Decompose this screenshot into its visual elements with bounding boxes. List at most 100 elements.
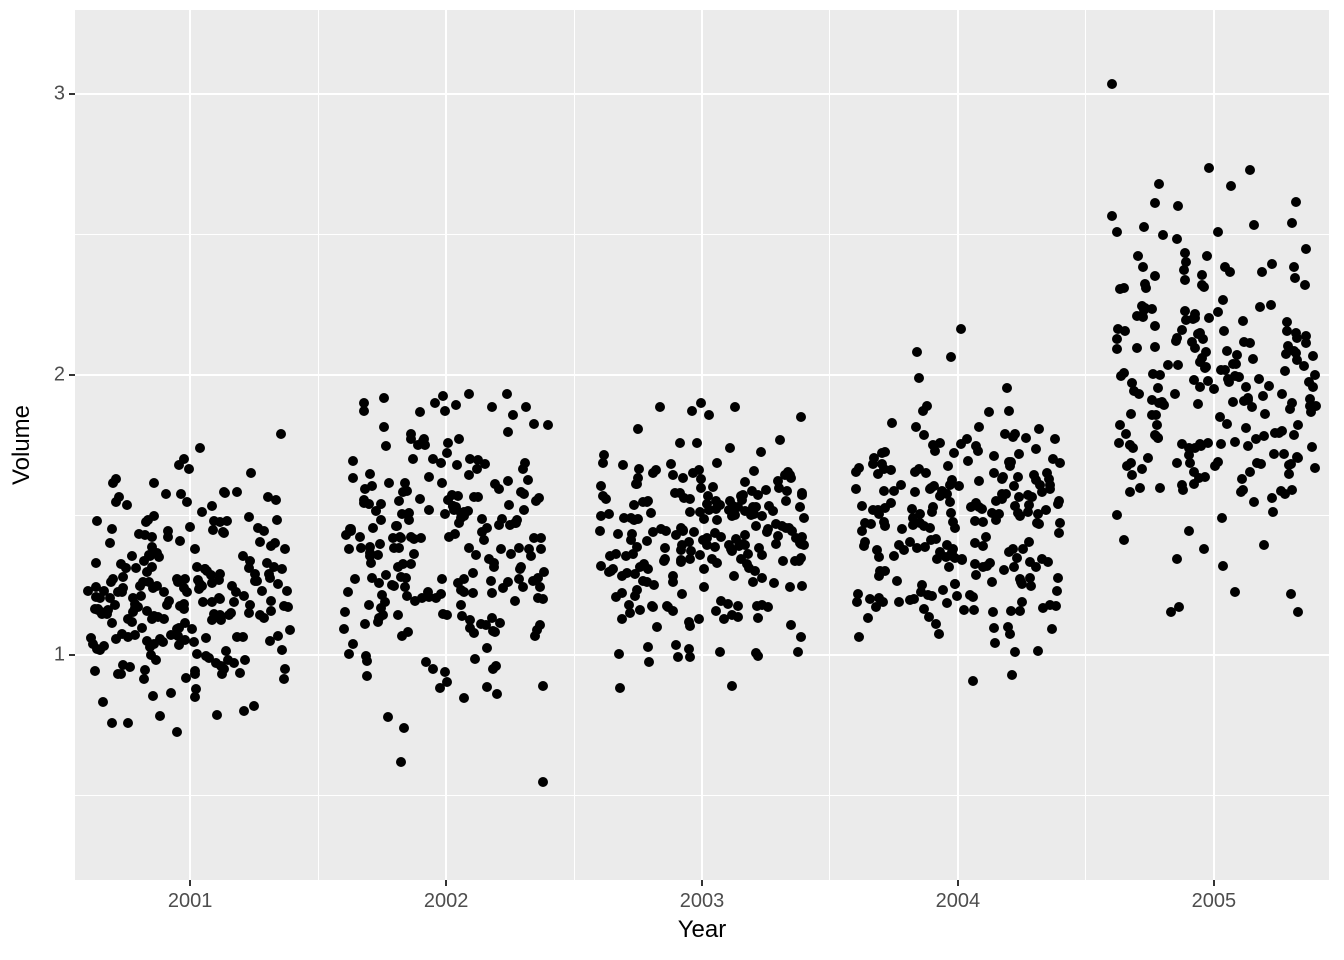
data-point [176,489,186,499]
data-point [482,682,492,692]
data-point [534,493,544,503]
data-point [970,516,980,526]
data-point [1166,607,1176,617]
data-point [1141,283,1151,293]
data-point [503,476,513,486]
data-point [952,591,962,601]
data-point [922,401,932,411]
data-point [651,465,661,475]
data-point [797,490,807,500]
data-point [250,569,260,579]
data-point [424,505,434,515]
x-tick-mark [189,880,191,886]
data-point [118,572,128,582]
data-point [1125,440,1135,450]
data-point [367,481,377,491]
data-point [619,513,629,523]
data-point [1202,251,1212,261]
data-point [147,542,157,552]
data-point [679,493,689,503]
data-point [122,500,132,510]
data-point [635,562,645,572]
data-point [761,485,771,495]
data-point [182,587,192,597]
data-point [1283,341,1293,351]
data-point [1286,589,1296,599]
data-point [1284,469,1294,479]
data-point [1305,401,1315,411]
data-point [1172,234,1182,244]
data-point [1259,431,1269,441]
data-point [879,486,889,496]
data-point [1026,581,1036,591]
data-point [192,649,202,659]
x-tick-mark [701,880,703,886]
data-point [799,540,809,550]
data-point [1256,459,1266,469]
data-point [1301,331,1311,341]
data-point [508,410,518,420]
data-point [872,545,882,555]
data-point [1245,165,1255,175]
data-point [1177,325,1187,335]
data-point [1218,561,1228,571]
data-point [279,674,289,684]
data-point [1033,509,1043,519]
data-point [192,562,202,572]
data-point [863,613,873,623]
data-point [763,602,773,612]
data-point [1287,218,1297,228]
data-point [1274,428,1284,438]
data-point [1209,384,1219,394]
data-point [1204,313,1214,323]
data-point [190,666,200,676]
data-point [702,499,712,509]
data-point [376,499,386,509]
data-point [959,605,969,615]
data-point [1150,321,1160,331]
data-point [1033,646,1043,656]
data-point [436,589,446,599]
data-point [106,577,116,587]
data-point [673,652,683,662]
data-point [415,494,425,504]
data-point [1132,343,1142,353]
data-point [887,418,897,428]
data-point [1249,497,1259,507]
data-point [1188,314,1198,324]
data-point [1010,501,1020,511]
data-point [536,544,546,554]
data-point [685,652,695,662]
grid-major-h [75,93,1329,95]
data-point [468,568,478,578]
data-point [272,515,282,525]
data-point [366,558,376,568]
data-point [660,554,670,564]
data-point [409,549,419,559]
data-point [1234,372,1244,382]
data-point [989,468,999,478]
data-point [912,347,922,357]
grid-minor-v [829,10,830,880]
data-point [1277,389,1287,399]
data-point [219,487,229,497]
data-point [135,581,145,591]
data-point [1003,622,1013,632]
data-point [1180,275,1190,285]
data-point [1195,382,1205,392]
data-point [114,492,124,502]
data-point [408,454,418,464]
data-point [1119,283,1129,293]
data-point [989,451,999,461]
data-point [994,509,1004,519]
data-point [797,581,807,591]
data-point [1289,430,1299,440]
y-axis-title: Volume [8,405,36,485]
data-point [1201,362,1211,372]
data-point [746,510,756,520]
data-point [877,459,887,469]
data-point [209,516,219,526]
data-point [781,496,791,506]
data-point [154,552,164,562]
data-point [973,446,983,456]
